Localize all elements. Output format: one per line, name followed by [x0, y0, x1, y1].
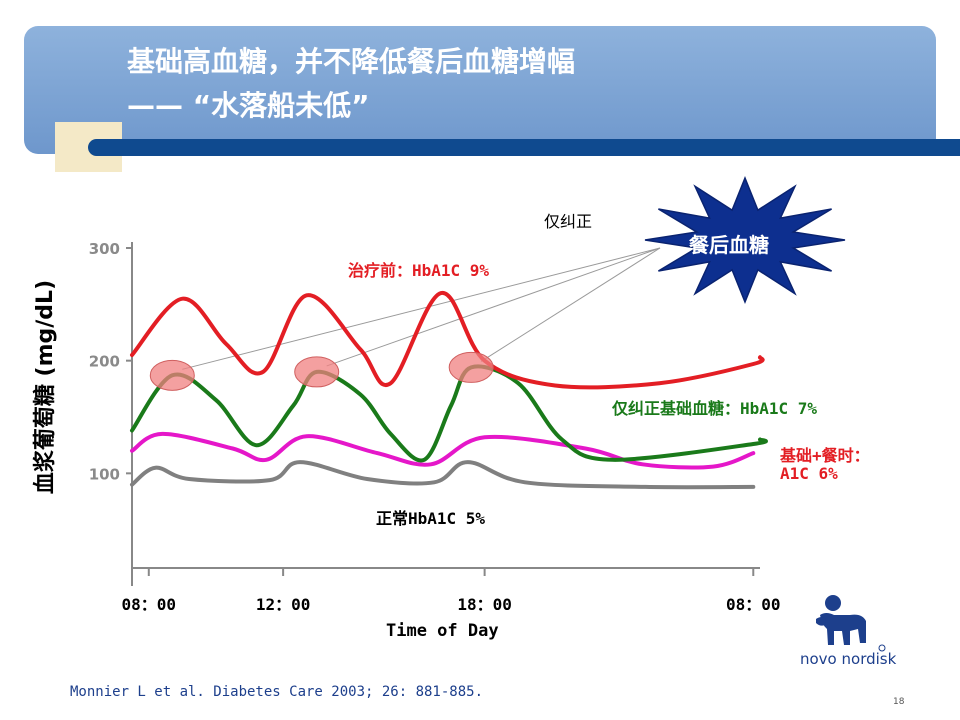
- chart-curves: [130, 291, 768, 490]
- curve-before-treatment: [130, 291, 765, 390]
- novo-nordisk-bull-logo: [816, 595, 886, 652]
- slide-title-line1: 基础高血糖，并不降低餐后血糖增幅: [127, 45, 576, 78]
- curve-basal-bolus: [130, 431, 756, 470]
- x-tick-label: 08：00: [122, 595, 177, 614]
- peak-highlights: [149, 351, 494, 391]
- guide-line: [326, 247, 661, 367]
- chart-axes: 100 200 300 08：00 12：00 18：00 08：00: [89, 240, 781, 614]
- header-banner: [24, 26, 936, 154]
- callout-star: [644, 175, 846, 305]
- header-bar: [88, 139, 960, 156]
- callout-postprandial: 餐后血糖: [689, 233, 769, 257]
- annotation-basal-only: 仅纠正: [544, 212, 593, 231]
- reference-citation: Monnier L et al. Diabetes Care 2003; 26:…: [70, 684, 484, 700]
- x-tick-label: 08：00: [726, 595, 781, 614]
- peak-highlight: [149, 359, 195, 391]
- callout-star-shape: [644, 175, 846, 305]
- logo-text: novo nordisk: [800, 650, 897, 668]
- label-normal: 正常HbA1C 5%: [376, 509, 486, 528]
- page-number: 18: [893, 697, 905, 707]
- y-tick-label: 300: [89, 240, 120, 258]
- curve-normal: [130, 460, 756, 490]
- y-tick-label: 200: [89, 353, 120, 371]
- guide-line: [480, 247, 661, 362]
- x-axis-label: Time of Day: [386, 621, 499, 641]
- label-before-treatment: 治疗前：HbA1C 9%: [348, 261, 490, 280]
- label-basal-bolus-line2: A1C 6%: [780, 464, 838, 483]
- peak-highlight: [448, 351, 494, 383]
- label-basal-only: 仅纠正基础血糖：HbA1C 7%: [612, 399, 818, 418]
- label-basal-bolus-line1: 基础+餐时：: [780, 446, 870, 465]
- y-tick-label: 100: [89, 465, 120, 483]
- peak-highlight: [294, 356, 340, 388]
- curve-basal-only: [130, 364, 768, 463]
- slide-title-line2: —— “水落船未低”: [127, 89, 370, 122]
- callout-guide-lines: [182, 247, 661, 370]
- guide-line: [182, 247, 661, 370]
- x-tick-label: 18：00: [457, 595, 512, 614]
- x-tick-label: 12：00: [256, 595, 311, 614]
